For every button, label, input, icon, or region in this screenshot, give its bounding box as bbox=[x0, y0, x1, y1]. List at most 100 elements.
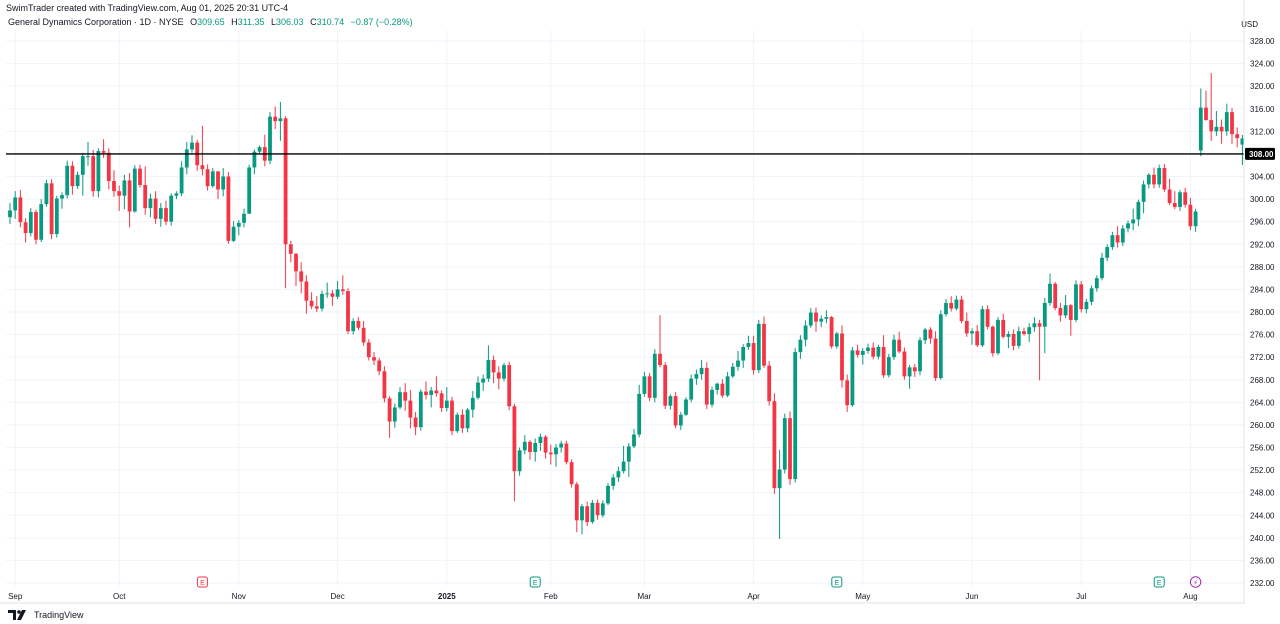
candle bbox=[1027, 323, 1032, 342]
event-frame bbox=[196, 576, 208, 588]
candle-body bbox=[647, 376, 652, 398]
candle-body bbox=[512, 406, 517, 472]
candle bbox=[1048, 273, 1052, 306]
candle bbox=[1209, 73, 1214, 141]
candle-body bbox=[548, 452, 553, 455]
candle bbox=[195, 139, 200, 171]
candle bbox=[720, 379, 725, 398]
candle-body bbox=[491, 359, 496, 373]
candle-body bbox=[18, 197, 23, 223]
candle-body bbox=[96, 151, 101, 192]
candle bbox=[70, 161, 75, 195]
candle bbox=[814, 307, 818, 332]
candle-body bbox=[1219, 126, 1224, 132]
candle-body bbox=[902, 351, 907, 377]
candle bbox=[361, 321, 366, 346]
candle-body bbox=[372, 357, 376, 361]
candle-body bbox=[938, 314, 943, 379]
candle bbox=[392, 403, 397, 428]
candle-body bbox=[1094, 278, 1099, 289]
candle-body bbox=[221, 176, 226, 190]
price-tick-label: 264.00 bbox=[1250, 398, 1275, 407]
candle-body bbox=[725, 376, 730, 396]
candle bbox=[574, 481, 579, 533]
candle-body bbox=[132, 168, 137, 212]
price-tick-label: 328.00 bbox=[1250, 37, 1275, 46]
price-axis[interactable]: 232.00 236.00 240.00 244.00 248.00 252.00 256.… bbox=[1243, 0, 1275, 604]
candle bbox=[590, 500, 595, 524]
candle-body bbox=[470, 397, 475, 410]
event-label: E bbox=[533, 580, 538, 587]
candle-body bbox=[736, 360, 740, 367]
candle bbox=[1224, 103, 1229, 136]
high-label: H bbox=[231, 17, 238, 27]
symbol-title[interactable]: General Dynamics Corporation · 1D · NYSE bbox=[8, 17, 184, 27]
candle bbox=[1240, 135, 1245, 166]
candle bbox=[112, 170, 116, 197]
candle-body bbox=[554, 447, 558, 455]
candle bbox=[502, 362, 506, 382]
candle bbox=[1068, 304, 1073, 336]
candle-body bbox=[351, 321, 356, 332]
time-tick-label: Sep bbox=[8, 592, 23, 601]
candle bbox=[808, 308, 813, 328]
candle-body bbox=[668, 396, 673, 406]
price-tick-label: 272.00 bbox=[1250, 353, 1275, 362]
candle bbox=[1188, 197, 1193, 231]
price-tick-label: 316.00 bbox=[1250, 105, 1275, 114]
candle bbox=[257, 145, 262, 155]
time-tick-label: May bbox=[855, 592, 870, 601]
currency-label[interactable]: USD bbox=[1241, 20, 1258, 29]
time-tick-label: Aug bbox=[1183, 592, 1197, 601]
event-frame bbox=[831, 576, 843, 588]
candle-body bbox=[632, 434, 636, 447]
candle-body bbox=[528, 441, 532, 453]
candle-body bbox=[450, 400, 454, 432]
candle bbox=[684, 397, 688, 416]
time-tick-label: Dec bbox=[330, 592, 344, 601]
candle bbox=[777, 449, 782, 539]
candle-body bbox=[1235, 134, 1240, 139]
candle bbox=[616, 466, 621, 482]
candle-body bbox=[860, 350, 865, 355]
candle-body bbox=[522, 441, 527, 451]
candle-body bbox=[663, 365, 668, 406]
candle-body bbox=[871, 347, 876, 357]
candle bbox=[1001, 313, 1006, 339]
price-tick-label: 248.00 bbox=[1250, 489, 1275, 498]
candle-body bbox=[476, 382, 480, 398]
candle-body bbox=[1001, 319, 1006, 337]
candle bbox=[117, 185, 122, 211]
candle bbox=[892, 334, 896, 360]
candle-body bbox=[403, 392, 408, 401]
tradingview-logo-icon bbox=[8, 610, 30, 620]
candle bbox=[268, 112, 272, 165]
candle-body bbox=[746, 343, 751, 348]
candle bbox=[845, 374, 850, 412]
candle-body bbox=[486, 359, 491, 379]
price-tick-label: 244.00 bbox=[1250, 511, 1275, 520]
candle bbox=[200, 125, 205, 176]
candle-body bbox=[1136, 201, 1141, 220]
candle-body bbox=[210, 171, 215, 187]
candle bbox=[8, 203, 12, 224]
candle-body bbox=[762, 323, 766, 366]
candle-body bbox=[398, 392, 402, 408]
time-tick-label: 2025 bbox=[438, 592, 456, 601]
event-markers[interactable]: E E E E ⚡ bbox=[196, 576, 1202, 588]
earnings-event-icon: E bbox=[529, 576, 541, 588]
candle-body bbox=[533, 442, 538, 453]
candle bbox=[819, 315, 824, 328]
candle-body bbox=[808, 312, 813, 326]
candle bbox=[96, 148, 101, 198]
candles bbox=[8, 73, 1245, 539]
candle bbox=[366, 339, 371, 361]
time-axis[interactable]: Sep Oct Nov Dec 2025 Feb Mar Apr May Jun Jul Aug bbox=[0, 592, 1244, 604]
candle-body bbox=[299, 271, 304, 282]
candle-body bbox=[481, 378, 486, 383]
symbol-legend: General Dynamics Corporation · 1D · NYSE… bbox=[8, 17, 413, 27]
candle-body bbox=[876, 347, 881, 357]
branding[interactable]: TradingView bbox=[8, 610, 84, 620]
candle-body bbox=[1198, 107, 1203, 151]
